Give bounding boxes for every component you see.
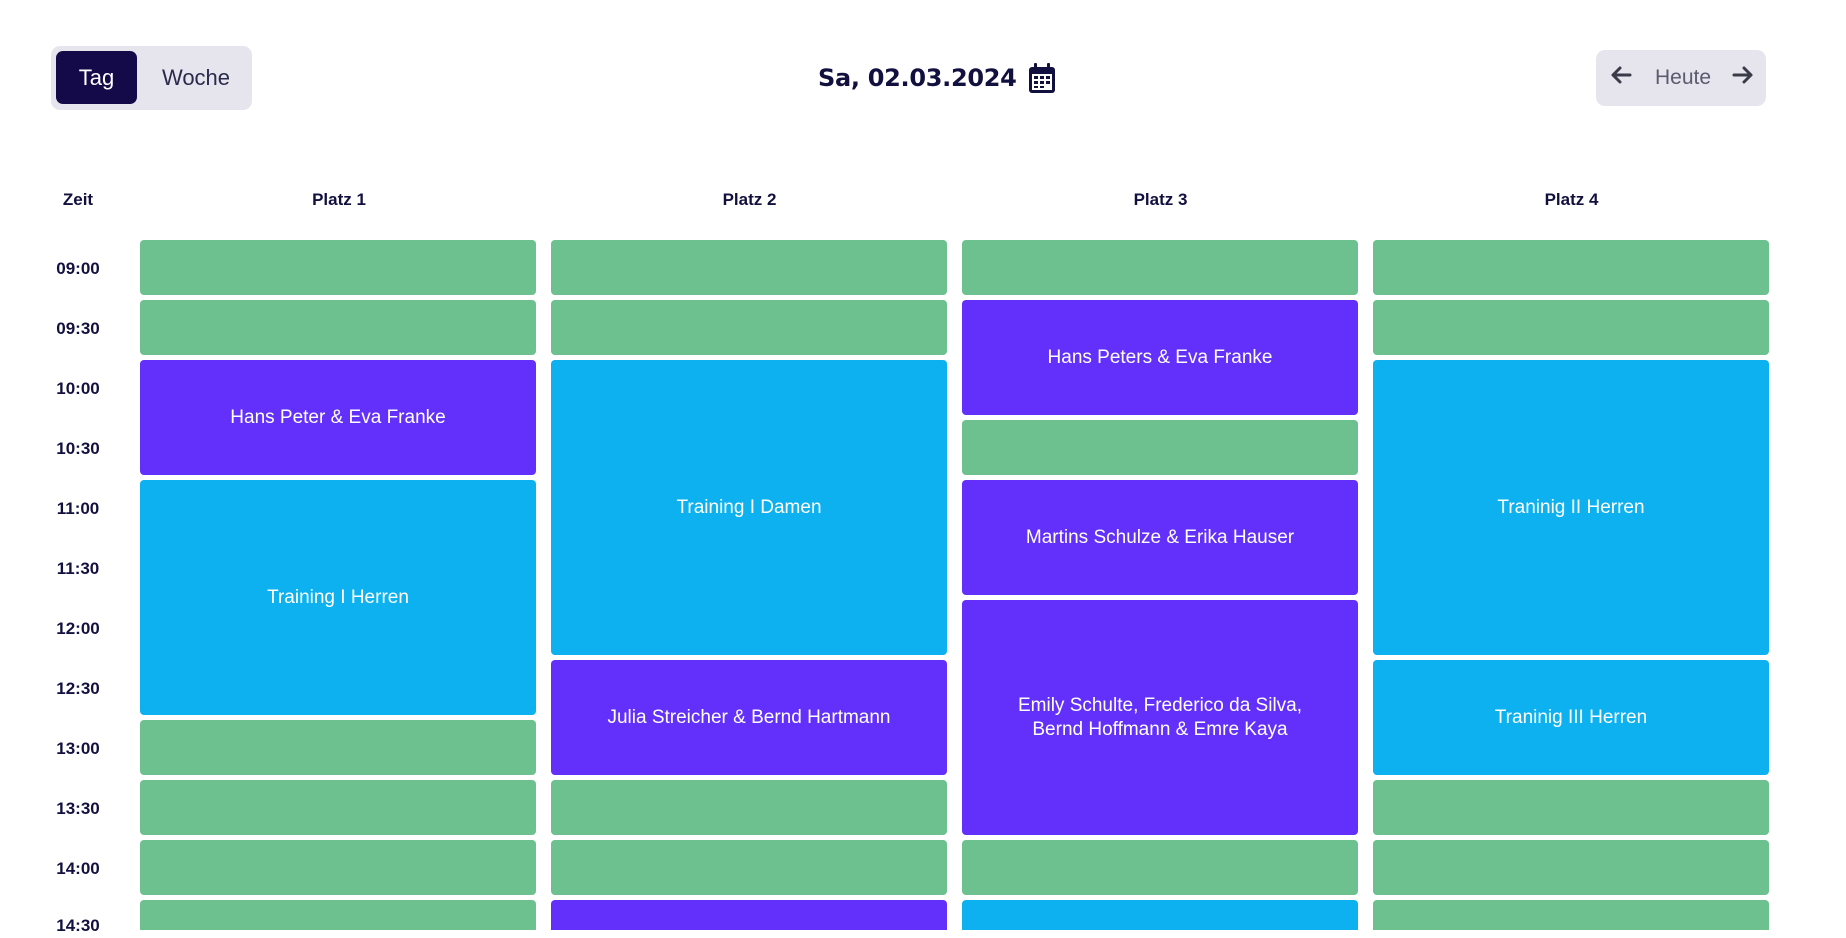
time-label: 12:00 [56, 619, 100, 638]
time-label: 14:00 [56, 859, 100, 878]
arrow-right-icon[interactable] [1728, 60, 1758, 90]
time-column-header: Zeit [62, 190, 94, 209]
free-slot[interactable] [551, 840, 947, 895]
court-header-3: Platz 3 [1133, 190, 1188, 209]
day-view-button[interactable]: Tag [56, 51, 137, 104]
free-slot[interactable] [962, 420, 1358, 475]
week-view-button[interactable]: Woche [161, 65, 231, 90]
booking-slot[interactable]: Emily Schulte, Frederico da Silva, Bernd… [962, 600, 1358, 835]
booking-label: Julia Streicher & Bernd Hartmann [607, 706, 891, 728]
training-label: Training I Damen [676, 496, 822, 518]
time-label: 11:30 [56, 559, 100, 578]
free-slot[interactable] [551, 240, 947, 295]
time-label: 14:30 [56, 916, 100, 935]
free-slot[interactable] [962, 840, 1358, 895]
time-label: 10:00 [56, 379, 100, 398]
training-label: Traninig II Herren [1497, 496, 1645, 518]
training-slot[interactable]: Training I Damen [551, 360, 947, 655]
free-slot[interactable] [1373, 240, 1769, 295]
today-button[interactable]: Heute [1654, 66, 1712, 89]
free-slot[interactable] [140, 240, 536, 295]
booking-label-line2: Bernd Hoffmann & Emre Kaya [1032, 718, 1288, 740]
training-slot[interactable]: Traninig II Herren [1373, 360, 1769, 655]
free-slot[interactable] [962, 240, 1358, 295]
training-slot[interactable]: Traninig III Herren [1373, 660, 1769, 775]
booking-slot[interactable]: Hans Peters & Eva Franke [962, 300, 1358, 415]
court-header-2: Platz 2 [722, 190, 777, 209]
free-slot[interactable] [140, 900, 536, 930]
training-label: Training I Herren [267, 586, 409, 608]
booking-slot[interactable]: Martins Schulze & Erika Hauser [962, 480, 1358, 595]
booking-slot[interactable] [551, 900, 947, 930]
free-slot[interactable] [140, 720, 536, 775]
time-label: 09:30 [56, 319, 100, 338]
time-label: 12:30 [56, 679, 100, 698]
free-slot[interactable] [1373, 300, 1769, 355]
time-label: 13:00 [56, 739, 100, 758]
free-slot[interactable] [551, 780, 947, 835]
free-slot[interactable] [1373, 840, 1769, 895]
calendar-icon[interactable] [1028, 63, 1055, 93]
date-navigation: Heute [1596, 50, 1766, 106]
current-date: Sa, 02.03.2024 [818, 64, 1017, 92]
free-slot[interactable] [140, 780, 536, 835]
time-label: 10:30 [56, 439, 100, 458]
training-slot[interactable] [962, 900, 1358, 930]
booking-label: Hans Peters & Eva Franke [1047, 346, 1273, 368]
free-slot[interactable] [551, 300, 947, 355]
free-slot[interactable] [140, 300, 536, 355]
booking-label: Martins Schulze & Erika Hauser [1025, 526, 1295, 548]
training-label: Traninig III Herren [1494, 706, 1648, 728]
booking-label-line1: Emily Schulte, Frederico da Silva, [1017, 694, 1303, 716]
court-header-4: Platz 4 [1544, 190, 1599, 209]
time-label: 13:30 [56, 799, 100, 818]
date-picker[interactable]: Sa, 02.03.2024 [818, 58, 1055, 98]
booking-slot[interactable]: Hans Peter & Eva Franke [140, 360, 536, 475]
arrow-left-icon[interactable] [1606, 60, 1636, 90]
time-label: 09:00 [56, 259, 100, 278]
booking-label: Hans Peter & Eva Franke [230, 406, 446, 428]
court-header-1: Platz 1 [312, 190, 366, 209]
training-slot[interactable]: Training I Herren [140, 480, 536, 715]
booking-slot[interactable]: Julia Streicher & Bernd Hartmann [551, 660, 947, 775]
free-slot[interactable] [1373, 900, 1769, 930]
free-slot[interactable] [1373, 780, 1769, 835]
view-toggle: Tag Woche [51, 46, 252, 110]
time-label: 11:00 [56, 499, 100, 518]
free-slot[interactable] [140, 840, 536, 895]
